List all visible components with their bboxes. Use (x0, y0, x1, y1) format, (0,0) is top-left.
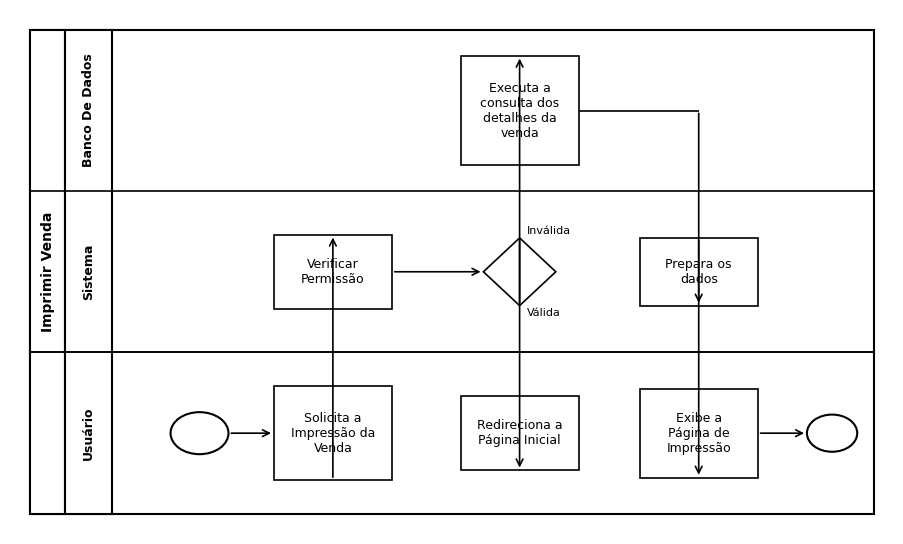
Bar (274, 386, 392, 480)
Text: Válida: Válida (526, 307, 560, 318)
Text: Prepara os
dados: Prepara os dados (665, 258, 731, 286)
Bar (460, 56, 578, 165)
Text: Banco De Dados: Banco De Dados (82, 54, 95, 168)
Bar (30, 30, 65, 514)
Bar (460, 396, 578, 471)
Text: Executa a
consulta dos
detalhes da
venda: Executa a consulta dos detalhes da venda (479, 82, 559, 140)
Text: Redireciona a
Página Inicial: Redireciona a Página Inicial (476, 419, 562, 447)
Bar (639, 389, 757, 478)
Bar (65, 30, 112, 514)
Bar (274, 234, 392, 309)
Polygon shape (483, 238, 555, 306)
Text: Inválida: Inválida (526, 226, 570, 236)
Ellipse shape (806, 415, 856, 452)
Text: Sistema: Sistema (82, 244, 95, 300)
Ellipse shape (171, 412, 228, 454)
Text: Exibe a
Página de
Impressão: Exibe a Página de Impressão (666, 412, 731, 455)
Text: Solicita a
Impressão da
Venda: Solicita a Impressão da Venda (291, 412, 375, 455)
Bar (639, 238, 757, 306)
Bar (30, 30, 873, 514)
Text: Verificar
Permissão: Verificar Permissão (301, 258, 364, 286)
Text: Usuário: Usuário (82, 406, 95, 460)
Text: Imprimir Venda: Imprimir Venda (41, 212, 55, 332)
